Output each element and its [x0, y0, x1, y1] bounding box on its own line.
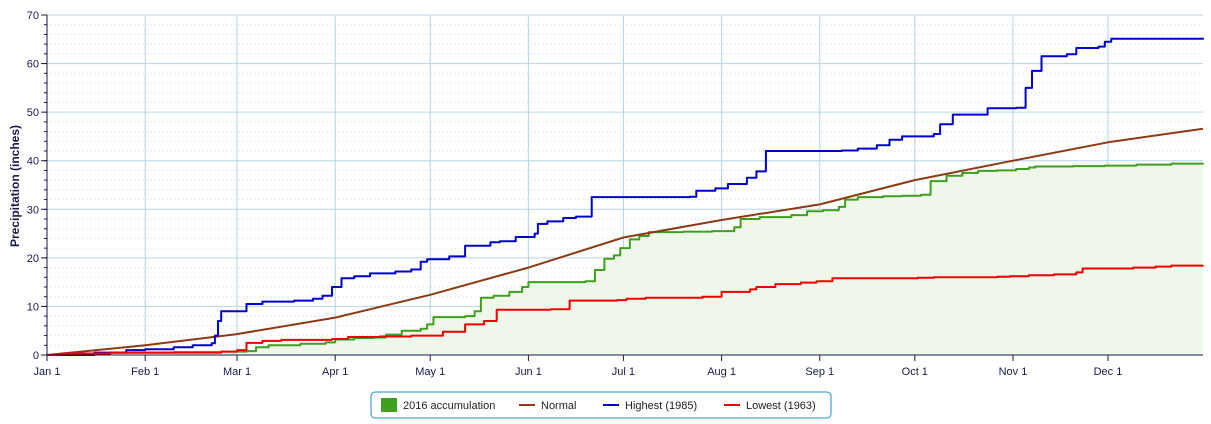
- series-line-1: [46, 127, 1204, 356]
- series-area-0: [47, 163, 1203, 355]
- legend-label: Highest (1985): [625, 400, 697, 412]
- legend-label: Lowest (1963): [746, 400, 816, 412]
- series-line-3: [47, 264, 1204, 356]
- x-tick-label: Jan 1: [34, 366, 61, 378]
- legend-label: 2016 accumulation: [403, 400, 495, 412]
- x-tick-label: Feb 1: [131, 366, 159, 378]
- x-tick-label: Aug 1: [707, 366, 736, 378]
- legend: 2016 accumulation Normal Highest (1985) Low…: [370, 391, 832, 419]
- legend-label: Normal: [541, 400, 576, 412]
- legend-box: [370, 391, 832, 419]
- series-layer: [46, 37, 1204, 356]
- x-tick-label: Mar 1: [223, 366, 251, 378]
- y-tick-label: 30: [27, 204, 39, 216]
- series-line-0: [47, 162, 1204, 356]
- x-tick-label: Apr 1: [322, 366, 348, 378]
- x-tick-label: May 1: [415, 366, 445, 378]
- x-tick-label: Jun 1: [515, 366, 542, 378]
- y-axis-title: Precipitation (inches): [8, 125, 22, 247]
- x-tick-label: Dec 1: [1094, 366, 1123, 378]
- y-tick-label: 20: [27, 253, 39, 265]
- x-tick-label: Jul 1: [612, 366, 635, 378]
- y-tick-label: 10: [27, 301, 39, 313]
- y-tick-label: 60: [27, 59, 39, 71]
- x-tick-label: Oct 1: [902, 366, 928, 378]
- y-tick-label: 70: [27, 10, 39, 22]
- axis-layer: 0 10 20 30 40 50 60 70 Jan 1 Feb 1 Mar 1 Apr 1 May 1…: [27, 10, 1203, 378]
- y-tick-label: 40: [27, 156, 39, 168]
- series-line-2: [47, 37, 1204, 356]
- x-tick-label: Nov 1: [999, 366, 1028, 378]
- y-tick-label: 0: [33, 350, 39, 362]
- y-tick-label: 50: [27, 107, 39, 119]
- legend-swatch: [381, 398, 397, 412]
- x-tick-label: Sep 1: [805, 366, 834, 378]
